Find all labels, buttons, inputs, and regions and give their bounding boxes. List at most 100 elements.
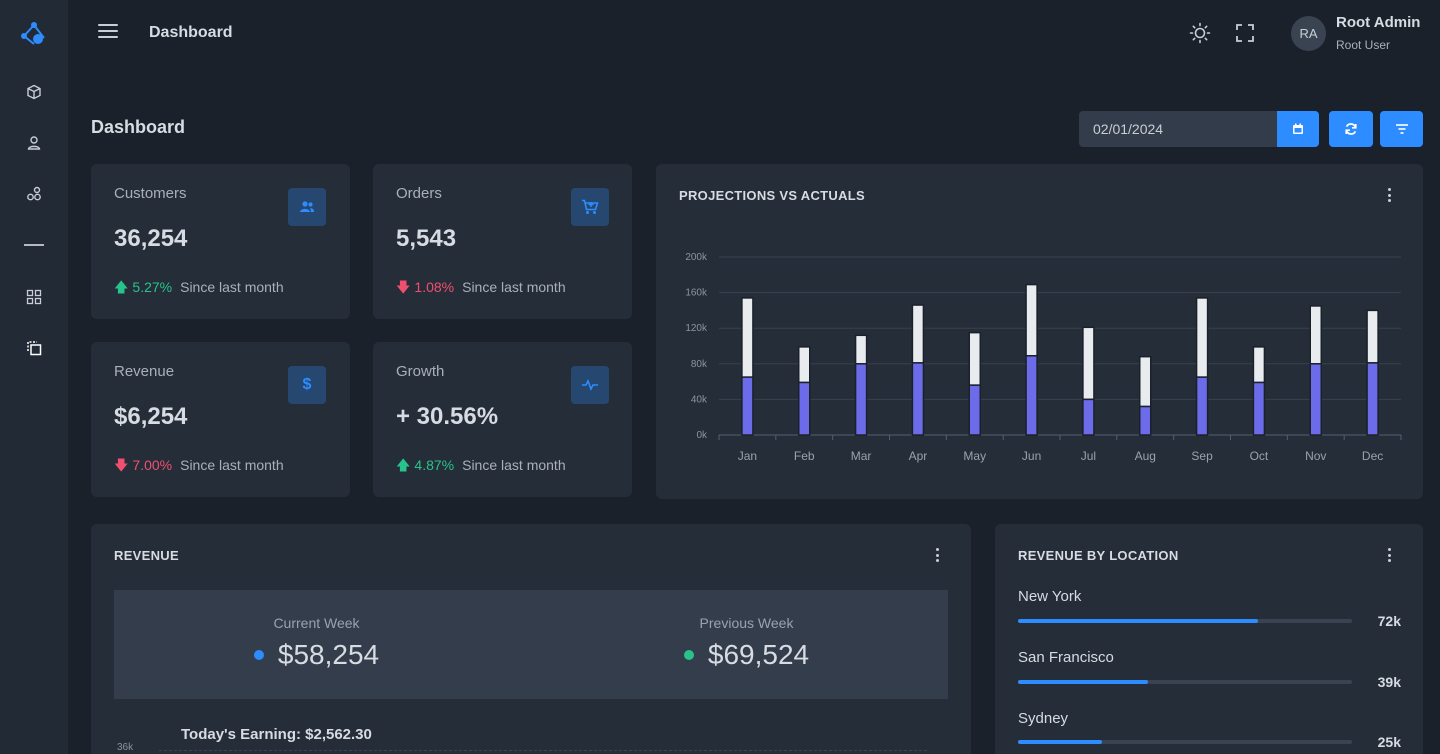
user-icon [27, 136, 41, 150]
projection-bar [968, 331, 981, 386]
stat-label: Revenue [114, 363, 175, 380]
projection-bar [1025, 283, 1038, 357]
actual-bar [741, 376, 754, 436]
filter-icon [1395, 124, 1408, 134]
location-progress [1018, 619, 1352, 623]
stat-icon [571, 188, 609, 226]
avatar[interactable]: RA [1291, 16, 1326, 51]
x-tick-label: Jul [1081, 449, 1096, 463]
projections-chart: 0k 40k 80k 120k 160k 200k Jan Feb Mar Apr May Jun Ju… [685, 252, 1402, 463]
actual-bar [1025, 355, 1038, 436]
more-options-icon[interactable] [934, 546, 940, 564]
location-card: REVENUE BY LOCATION New York 72k San Fra… [995, 524, 1423, 754]
current-week-value: $58,254 [277, 639, 380, 670]
calendar-icon [1293, 123, 1303, 134]
previous-week: Previous Week $69,524 [654, 590, 839, 671]
stat-icon [288, 188, 326, 226]
x-tick-label: Mar [851, 449, 872, 463]
sidebar-item-apps[interactable] [22, 285, 46, 309]
sidebar-item-users[interactable] [22, 131, 46, 155]
network-logo-icon[interactable] [18, 18, 50, 50]
sun-icon[interactable] [1189, 22, 1211, 44]
sidebar-item-groups[interactable] [22, 182, 46, 206]
stat-label: Orders [396, 185, 442, 202]
arrow-up-icon: 🡅 [114, 279, 129, 295]
y-tick-label: 160k [685, 288, 708, 299]
user-name[interactable]: Root Admin [1336, 14, 1421, 31]
topbar: Dashboard RA Root Admin Root User [68, 0, 1440, 66]
x-tick-label: Nov [1305, 449, 1326, 463]
y-tick-label: 120k [685, 323, 708, 334]
actual-bar [968, 384, 981, 436]
x-tick-label: Apr [909, 449, 928, 463]
location-progress-fill [1018, 680, 1149, 684]
date-input[interactable] [1079, 111, 1277, 147]
refresh-button[interactable] [1329, 111, 1373, 147]
dot-icon [253, 650, 264, 660]
stat-label: Customers [114, 185, 187, 202]
cart-icon [582, 199, 599, 214]
grid-icon [26, 289, 42, 305]
location-progress-fill [1018, 740, 1102, 744]
actual-bar [854, 363, 868, 436]
more-options-icon[interactable] [1386, 186, 1392, 204]
expand-icon[interactable] [1234, 22, 1256, 44]
x-tick-label: Feb [794, 449, 815, 463]
x-tick-label: Aug [1135, 449, 1156, 463]
menu-icon[interactable] [98, 24, 118, 40]
location-progress [1018, 740, 1352, 744]
y-tick-label: 200k [685, 252, 708, 263]
location-value: 39k [1377, 674, 1401, 690]
calendar-button[interactable] [1277, 111, 1319, 147]
revenue-gridline [159, 750, 927, 751]
previous-week-label: Previous Week [699, 615, 794, 631]
dot-icon [683, 650, 694, 660]
current-week-label: Current Week [273, 615, 360, 631]
stat-change: 7.00% [132, 457, 173, 473]
actual-bar [1366, 362, 1379, 436]
sidebar-item-products[interactable] [22, 80, 46, 104]
stat-since: Since last month [462, 279, 566, 295]
more-options-icon[interactable] [1386, 546, 1392, 564]
stat-since: Since last month [462, 457, 566, 473]
circles-icon [27, 186, 41, 201]
revenue-axis-tick: 36k [117, 742, 134, 753]
actual-bar [911, 362, 925, 436]
y-tick-label: 40k [691, 394, 708, 405]
stat-footer: 🡅 5.27% Since last month [114, 277, 284, 301]
x-tick-label: Dec [1362, 449, 1383, 463]
card-title: REVENUE BY LOCATION [1018, 548, 1179, 563]
location-progress [1018, 680, 1352, 684]
arrow-up-icon: 🡅 [396, 457, 411, 473]
projection-bar [854, 334, 868, 365]
x-tick-label: Sep [1191, 449, 1213, 463]
filter-button[interactable] [1380, 111, 1423, 147]
stat-change: 4.87% [414, 457, 455, 473]
page-title: Dashboard [91, 117, 186, 137]
projection-bar [1195, 297, 1209, 378]
stat-value: $6,254 [114, 403, 188, 430]
x-tick-label: Oct [1250, 449, 1269, 463]
refresh-icon [1345, 123, 1357, 135]
sidebar-item-pages[interactable] [22, 336, 46, 360]
projection-bar [1139, 355, 1152, 408]
projection-bar [741, 297, 754, 378]
actual-bar [1139, 405, 1152, 436]
actual-bar [1082, 398, 1095, 436]
actual-bar [1252, 381, 1266, 436]
stat-change: 1.08% [414, 279, 455, 295]
dollar-icon: $ [302, 376, 312, 393]
arrow-down-icon: 🡇 [114, 457, 129, 473]
arrow-down-icon: 🡇 [396, 279, 411, 295]
stat-value: 5,543 [396, 225, 457, 252]
stat-value: 36,254 [114, 225, 188, 252]
stat-change: 5.27% [132, 279, 173, 295]
stat-icon: $ [288, 366, 326, 404]
stat-since: Since last month [180, 457, 284, 473]
stat-since: Since last month [180, 279, 284, 295]
actual-bar [798, 381, 811, 436]
projections-card: PROJECTIONS VS ACTUALS 0k 40k 80k 120k 160k 2… [656, 164, 1423, 499]
projection-bar [911, 304, 925, 364]
sidebar-item-divider[interactable] [22, 233, 46, 257]
topbar-title: Dashboard [149, 24, 233, 41]
